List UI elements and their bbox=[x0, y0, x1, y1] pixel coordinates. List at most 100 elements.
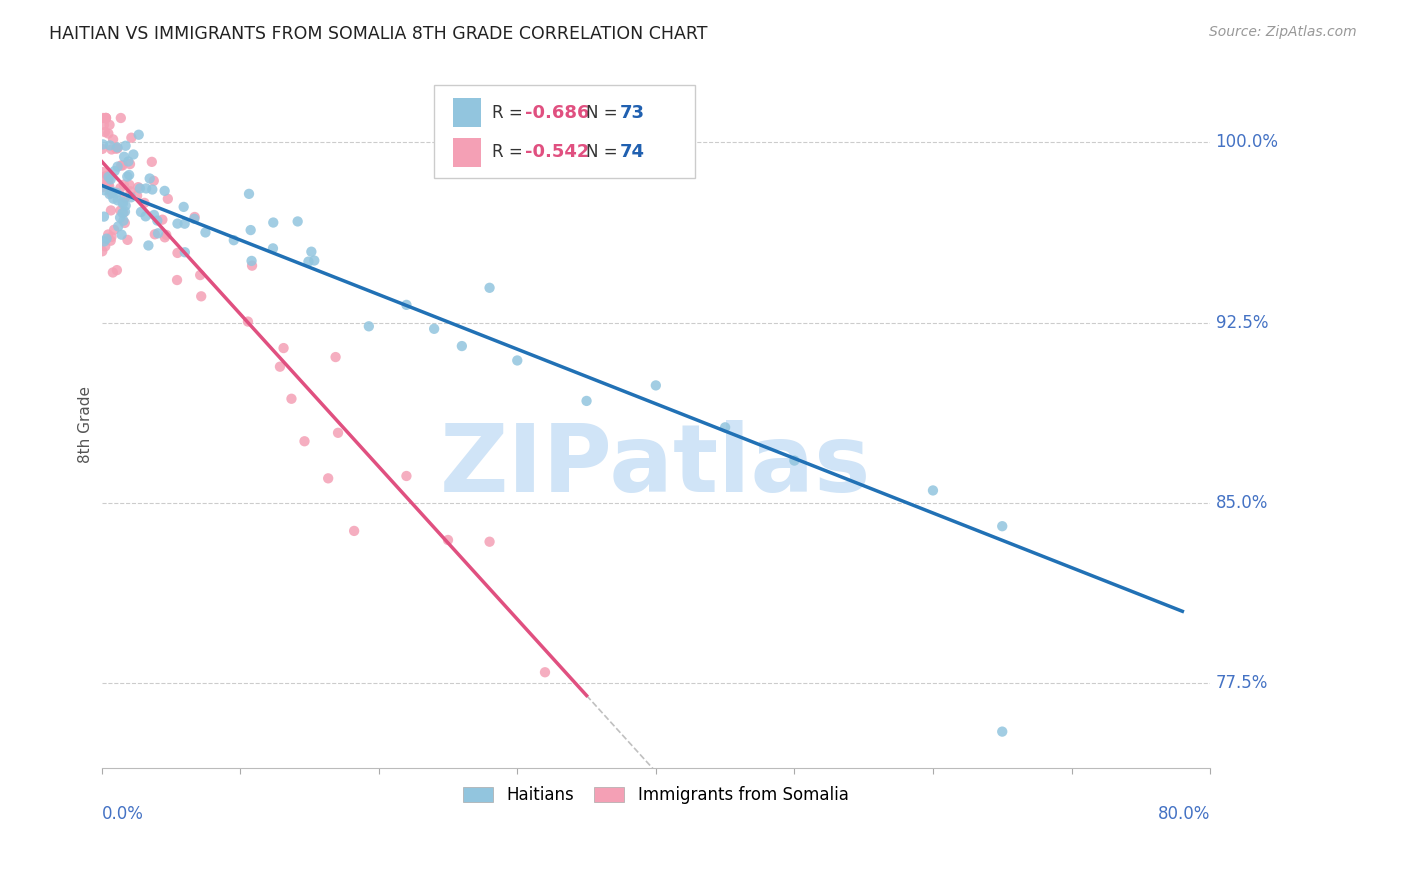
Point bbox=[91, 137, 114, 152]
Point bbox=[93, 118, 115, 132]
Point bbox=[299, 244, 322, 259]
Point bbox=[97, 169, 120, 184]
Point bbox=[120, 185, 142, 199]
FancyBboxPatch shape bbox=[434, 86, 695, 178]
Text: 0.0%: 0.0% bbox=[101, 805, 143, 823]
Point bbox=[94, 125, 117, 139]
Point bbox=[100, 234, 122, 248]
Point bbox=[110, 158, 132, 172]
Point bbox=[141, 154, 163, 169]
Point bbox=[135, 181, 157, 195]
Point bbox=[156, 192, 179, 206]
Point bbox=[98, 138, 121, 153]
Point bbox=[240, 254, 263, 268]
Point bbox=[294, 434, 316, 449]
Point bbox=[112, 213, 135, 227]
Point bbox=[991, 724, 1014, 739]
Point bbox=[240, 259, 263, 273]
Point bbox=[107, 160, 129, 174]
Point bbox=[262, 215, 284, 229]
Point bbox=[129, 205, 152, 219]
Point bbox=[107, 194, 129, 208]
Point bbox=[395, 469, 418, 483]
Point bbox=[96, 232, 118, 246]
Point bbox=[110, 111, 132, 125]
Point bbox=[100, 203, 122, 218]
Text: 80.0%: 80.0% bbox=[1157, 805, 1211, 823]
Point bbox=[506, 353, 529, 368]
FancyBboxPatch shape bbox=[453, 137, 481, 167]
Point bbox=[478, 534, 501, 549]
Point bbox=[101, 185, 124, 199]
Point bbox=[91, 244, 114, 259]
Point bbox=[105, 140, 128, 154]
Point bbox=[478, 281, 501, 295]
Point bbox=[97, 172, 120, 186]
Point bbox=[183, 211, 205, 226]
Point bbox=[297, 254, 319, 268]
Point bbox=[138, 171, 160, 186]
Point bbox=[111, 194, 134, 209]
Point bbox=[94, 111, 117, 125]
Point bbox=[112, 150, 135, 164]
Point bbox=[127, 188, 149, 202]
Point bbox=[103, 223, 125, 237]
Point bbox=[135, 210, 157, 224]
Point bbox=[101, 132, 124, 146]
Point bbox=[100, 186, 122, 201]
Point bbox=[127, 180, 149, 194]
Point bbox=[128, 128, 150, 142]
Text: -0.542: -0.542 bbox=[524, 144, 589, 161]
Point bbox=[304, 253, 326, 268]
Point bbox=[991, 519, 1014, 533]
Point bbox=[188, 268, 211, 282]
Point bbox=[98, 179, 121, 194]
Point bbox=[437, 533, 460, 547]
Point bbox=[93, 183, 115, 197]
Text: N =: N = bbox=[586, 144, 623, 161]
Y-axis label: 8th Grade: 8th Grade bbox=[79, 386, 93, 463]
Point bbox=[94, 239, 117, 253]
Point bbox=[166, 217, 188, 231]
Point bbox=[93, 210, 115, 224]
Point bbox=[155, 227, 177, 242]
Point bbox=[114, 138, 136, 153]
Point bbox=[173, 245, 195, 260]
Point bbox=[105, 263, 128, 277]
Point bbox=[110, 181, 132, 195]
Point bbox=[173, 217, 195, 231]
Point bbox=[143, 227, 166, 242]
Point bbox=[114, 198, 136, 212]
Point bbox=[395, 298, 418, 312]
Point bbox=[111, 196, 134, 211]
Point bbox=[122, 147, 145, 161]
Point bbox=[146, 213, 169, 227]
Point bbox=[112, 178, 135, 192]
Point bbox=[117, 169, 139, 184]
Point bbox=[120, 130, 142, 145]
Point bbox=[134, 195, 156, 210]
Point bbox=[922, 483, 945, 498]
Point bbox=[316, 471, 339, 485]
Point bbox=[117, 154, 139, 169]
Point bbox=[783, 453, 806, 467]
Point bbox=[239, 223, 262, 237]
Point bbox=[644, 378, 666, 392]
Text: Source: ZipAtlas.com: Source: ZipAtlas.com bbox=[1209, 25, 1357, 39]
Point bbox=[575, 393, 598, 408]
Point bbox=[269, 359, 291, 374]
Point bbox=[141, 182, 163, 196]
Point bbox=[107, 141, 129, 155]
Point bbox=[91, 142, 114, 156]
Point bbox=[183, 210, 205, 224]
Point bbox=[100, 230, 122, 244]
Point bbox=[100, 172, 122, 186]
Point bbox=[326, 425, 349, 440]
Point bbox=[142, 174, 165, 188]
Point bbox=[150, 212, 173, 227]
Text: 74: 74 bbox=[619, 144, 644, 161]
Point bbox=[166, 246, 188, 260]
Point bbox=[93, 169, 115, 184]
Point bbox=[287, 214, 309, 228]
Point bbox=[104, 164, 127, 178]
